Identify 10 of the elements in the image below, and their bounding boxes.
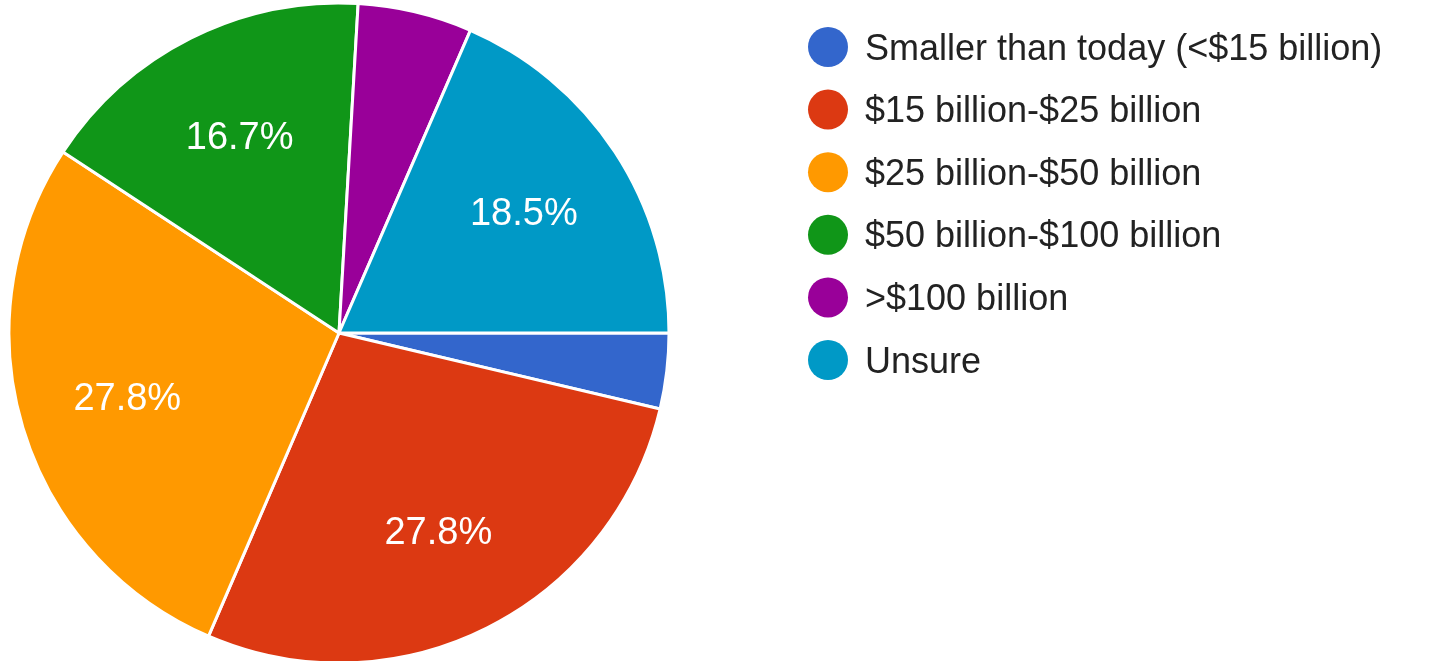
legend-label: Unsure xyxy=(865,339,982,381)
data-label: 18.5% xyxy=(469,191,578,234)
data-label: 16.7% xyxy=(185,114,294,157)
data-label: 27.8% xyxy=(384,509,493,552)
legend-label: $25 billion-$50 billion xyxy=(865,151,1202,193)
legend-label: $15 billion-$25 billion xyxy=(865,89,1202,131)
data-label: 27.8% xyxy=(73,375,182,418)
legend-label: >$100 billion xyxy=(865,277,1069,318)
legend-label: $50 billion-$100 billion xyxy=(865,214,1222,256)
legend-label: Smaller than today (<$15 billion) xyxy=(865,26,1383,68)
